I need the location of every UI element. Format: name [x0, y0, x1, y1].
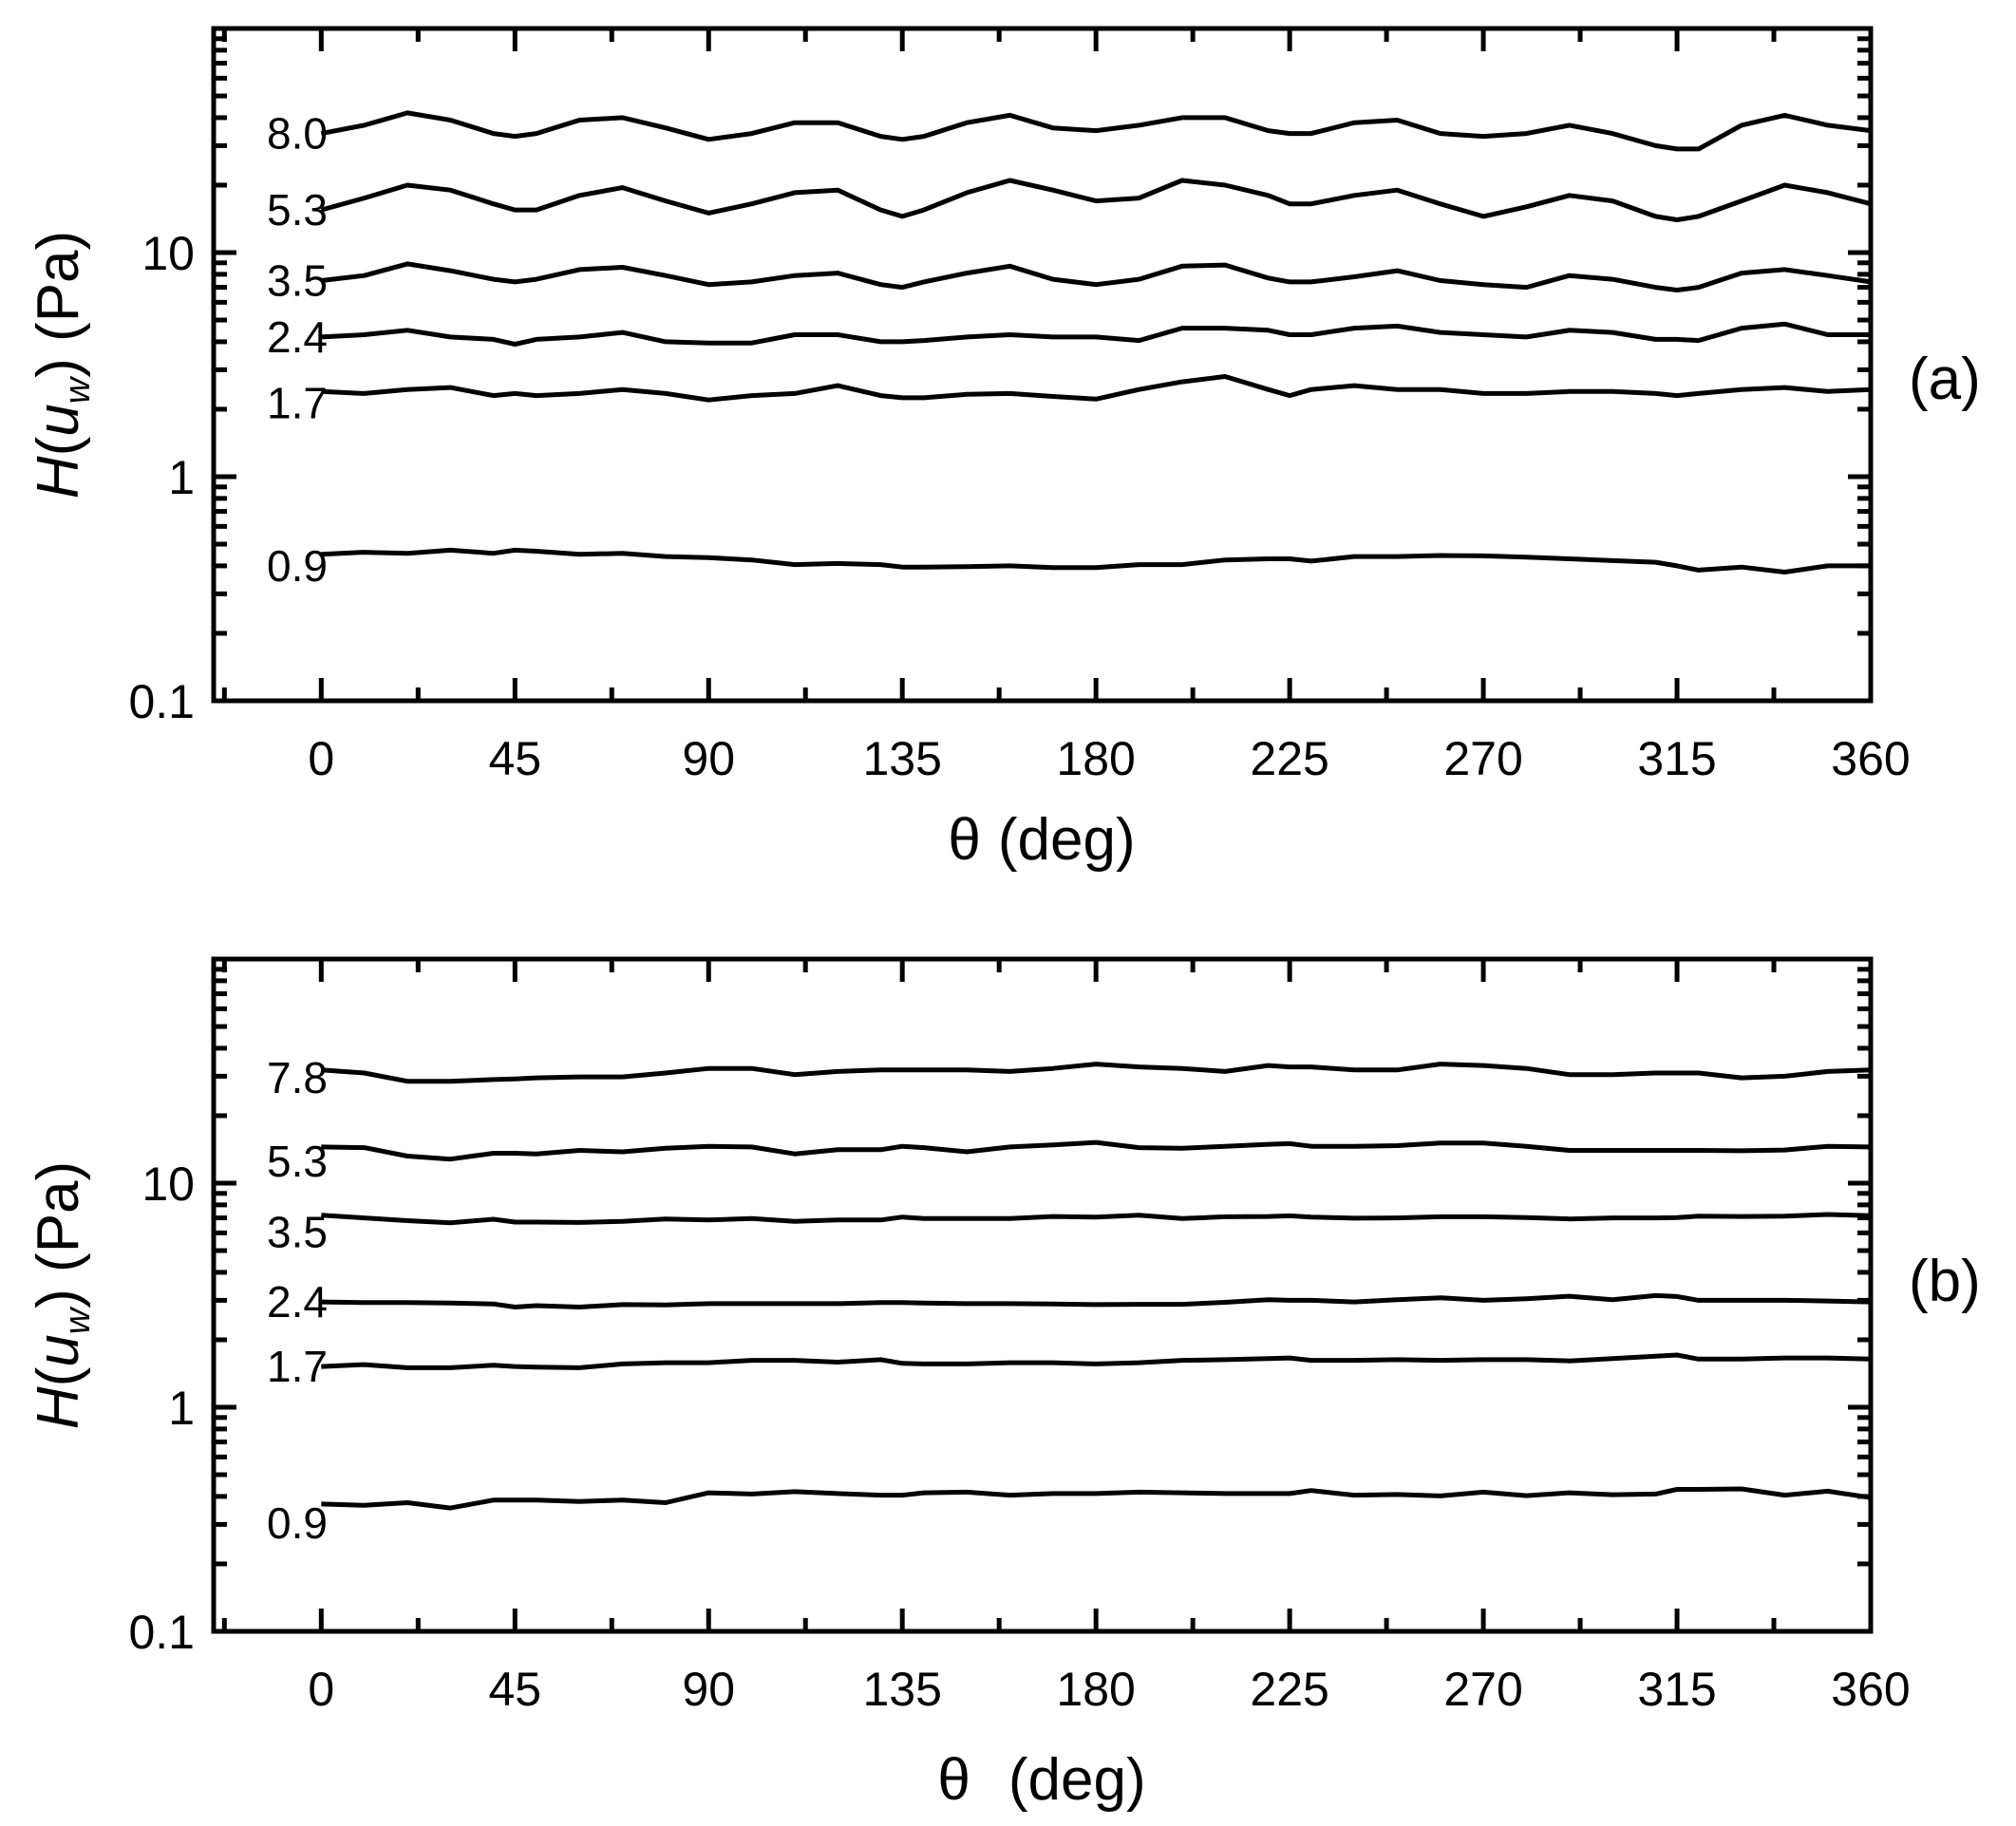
series-lines: [320, 110, 1872, 574]
x-axis-title: θ (deg): [948, 807, 1135, 873]
y-axis-title: H(uw) (Pa): [26, 1161, 98, 1429]
y-tick-label: 10: [141, 227, 195, 280]
series-label: 2.4: [267, 312, 328, 362]
series-label: 8.0: [267, 109, 328, 159]
panel-a: 0 45 90 135 180 225 270 315 360 0.1 1 10 0.9 1.7 2.4…: [26, 26, 1981, 873]
series-label: 3.5: [267, 1208, 328, 1257]
x-tick-label: 90: [682, 1663, 735, 1716]
x-tick-labels: 0 45 90 135 180 225 270 315 360: [308, 732, 1910, 785]
series-labels: 0.9 1.7 2.4 3.5 5.3 7.8: [267, 1053, 328, 1548]
series-label: 7.8: [267, 1053, 328, 1102]
x-tick-label: 225: [1250, 732, 1328, 785]
series-label: 0.9: [267, 1498, 328, 1548]
series-line-8-0: [320, 110, 1872, 152]
x-tick-labels: 0 45 90 135 180 225 270 315 360: [308, 1663, 1910, 1716]
series-line-1-7: [321, 1352, 1872, 1370]
x-tick-label: 180: [1056, 1663, 1135, 1716]
y-tick-label: 10: [141, 1158, 195, 1211]
x-tick-label: 270: [1443, 732, 1522, 785]
x-tick-label: 315: [1637, 732, 1716, 785]
x-tick-label: 315: [1637, 1663, 1716, 1716]
panel-label: (a): [1909, 347, 1981, 412]
x-tick-label: 0: [308, 1663, 334, 1716]
x-tick-label: 225: [1250, 1663, 1328, 1716]
series-line-2-4: [321, 321, 1871, 347]
x-axis-title: θ (deg): [937, 1747, 1145, 1813]
series-label: 5.3: [267, 185, 328, 235]
series-label: 1.7: [267, 1342, 328, 1391]
x-tick-label: 45: [488, 732, 541, 785]
y-tick-label: 0.1: [128, 675, 195, 728]
x-tick-label: 360: [1831, 1663, 1910, 1716]
plot-frame: [211, 26, 1874, 704]
y-tick-label: 0.1: [128, 1606, 195, 1659]
series-lines: [321, 1062, 1872, 1511]
y-tick-labels: 0.1 1 10: [128, 227, 195, 728]
series-labels: 0.9 1.7 2.4 3.5 5.3 8.0: [267, 109, 328, 591]
y-axis-title: H(uw) (Pa): [26, 231, 98, 499]
series-line-3-5: [321, 1212, 1872, 1226]
series-line-7-8: [321, 1062, 1872, 1084]
y-tick-labels: 0.1 1 10: [128, 1158, 195, 1659]
series-line-5-3: [320, 178, 1872, 222]
series-line-5-3: [321, 1139, 1872, 1162]
series-label: 1.7: [267, 378, 328, 427]
x-tick-label: 135: [862, 1663, 941, 1716]
series-line-3-5: [321, 261, 1872, 292]
series-line-2-4: [321, 1292, 1872, 1309]
series-label: 0.9: [267, 541, 328, 591]
x-tick-label: 180: [1056, 732, 1135, 785]
x-tick-label: 90: [682, 732, 735, 785]
panel-b: 0 45 90 135 180 225 270 315 360 0.1 1 10 0.9 1.7 2.4…: [26, 956, 1981, 1813]
x-tick-label: 45: [488, 1663, 541, 1716]
series-line-1-7: [321, 374, 1872, 403]
series-line-0-9: [321, 547, 1871, 574]
series-label: 3.5: [267, 255, 328, 305]
y-tick-label: 1: [168, 1382, 195, 1435]
x-tick-label: 270: [1443, 1663, 1522, 1716]
series-label: 5.3: [267, 1137, 328, 1186]
plot-frame: [211, 956, 1874, 1634]
series-label: 2.4: [267, 1277, 328, 1327]
panel-label: (b): [1909, 1249, 1981, 1314]
x-tick-label: 360: [1831, 732, 1910, 785]
x-tick-label: 135: [862, 732, 941, 785]
y-tick-label: 1: [168, 451, 195, 504]
series-line-0-9: [321, 1486, 1872, 1511]
x-tick-label: 0: [308, 732, 334, 785]
tick-marks: [214, 28, 1874, 704]
tick-marks: [214, 959, 1874, 1634]
